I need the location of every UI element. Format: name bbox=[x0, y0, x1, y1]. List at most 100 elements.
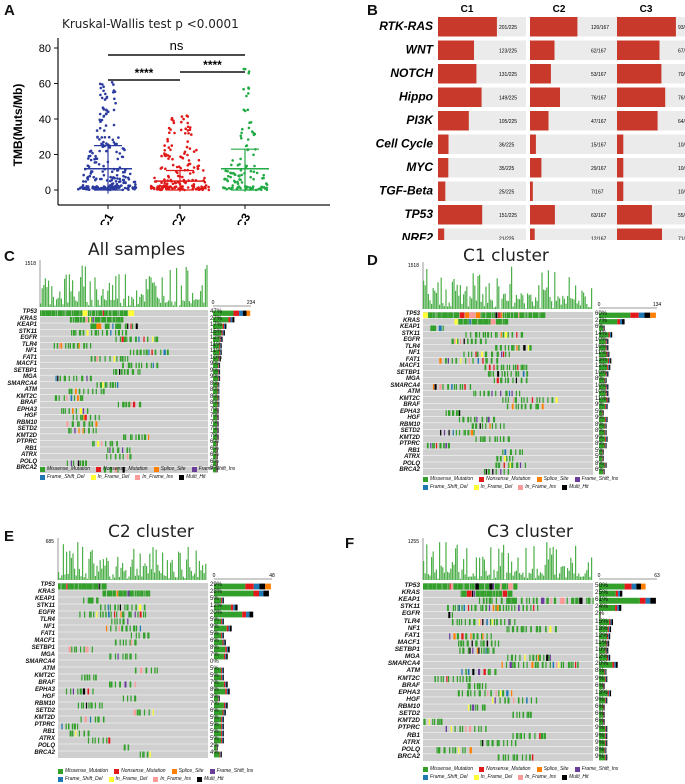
mutation-tile bbox=[127, 454, 128, 460]
data-point bbox=[247, 138, 250, 141]
mutation-tile bbox=[513, 397, 514, 403]
sample-tmb-bar bbox=[439, 542, 440, 580]
sample-tmb-bar bbox=[505, 579, 506, 580]
sample-tmb-bar bbox=[100, 560, 101, 580]
mutation-tile bbox=[118, 604, 119, 610]
data-point bbox=[101, 170, 104, 173]
pathway-label: PI3K bbox=[406, 113, 434, 127]
gene-freq-bar bbox=[606, 755, 607, 761]
sample-tmb-bar bbox=[192, 293, 193, 307]
mutation-tile bbox=[507, 591, 512, 597]
gene-freq-bar bbox=[222, 731, 223, 737]
mutation-tile bbox=[100, 611, 101, 617]
mutation-tile bbox=[548, 655, 549, 661]
mutation-tile bbox=[508, 397, 509, 403]
gene-freq-bar bbox=[224, 654, 225, 660]
data-point bbox=[79, 187, 82, 190]
mutation-tile bbox=[492, 697, 493, 703]
mutation-tile bbox=[502, 690, 504, 696]
mutation-tile bbox=[433, 583, 437, 589]
mutation-tile bbox=[537, 605, 538, 611]
mutation-tile bbox=[482, 358, 483, 364]
gene-freq-bar bbox=[222, 668, 223, 674]
legend-label: Frame_Shift_Del bbox=[430, 484, 468, 490]
mutation-tile bbox=[593, 598, 594, 604]
sample-tmb-bar bbox=[439, 305, 440, 309]
pathway-bar bbox=[530, 17, 577, 37]
data-point bbox=[182, 157, 185, 160]
data-point bbox=[169, 149, 172, 152]
mutation-tile bbox=[489, 605, 490, 611]
sample-tmb-bar bbox=[545, 290, 546, 309]
gene-freq-bar bbox=[260, 584, 266, 590]
gene-freq-bar bbox=[618, 591, 620, 597]
data-point bbox=[112, 139, 115, 142]
mutation-tile bbox=[434, 719, 435, 725]
mutation-tile bbox=[66, 723, 67, 729]
legend-label: Frame_Shift_Ins bbox=[582, 766, 619, 772]
mutation-tile bbox=[73, 330, 75, 336]
mutation-tile bbox=[96, 611, 97, 617]
gene-freq-bar bbox=[605, 423, 606, 428]
mutation-tile bbox=[134, 695, 136, 701]
gene-label: KRAS bbox=[345, 589, 420, 596]
mutation-tile bbox=[514, 605, 515, 611]
mutation-tile bbox=[483, 391, 485, 397]
sample-tmb-bar bbox=[458, 572, 459, 580]
gene-freq-bar bbox=[620, 319, 622, 324]
gene-percent: 5% bbox=[210, 617, 219, 624]
panel-title: C2 cluster bbox=[108, 522, 194, 542]
gene-percent: 12% bbox=[595, 632, 608, 639]
gene-percent: 12% bbox=[595, 653, 608, 660]
gene-percent: 15% bbox=[595, 618, 608, 625]
sample-tmb-bar bbox=[455, 291, 456, 309]
mutation-tile bbox=[532, 655, 534, 661]
mutation-tile bbox=[502, 397, 503, 403]
mutation-tile bbox=[499, 740, 500, 746]
mutation-tile bbox=[71, 395, 73, 401]
data-point bbox=[107, 110, 110, 113]
data-point bbox=[90, 159, 93, 162]
mutation-tile bbox=[92, 310, 95, 316]
data-point bbox=[245, 95, 248, 98]
y-tick-label: 80 bbox=[39, 43, 51, 55]
mutation-tile bbox=[470, 633, 471, 639]
gene-freq-bar bbox=[622, 319, 625, 324]
sample-tmb-bar bbox=[93, 564, 94, 580]
mutation-tile bbox=[550, 655, 551, 661]
mutation-tile bbox=[105, 323, 110, 329]
sample-tmb-bar bbox=[482, 557, 483, 580]
mutation-tile bbox=[88, 688, 90, 694]
sample-tmb-bar bbox=[521, 293, 522, 309]
mutation-tile bbox=[112, 310, 117, 316]
sample-tmb-bar bbox=[181, 286, 182, 307]
mutation-tile bbox=[140, 590, 143, 596]
mutation-tile bbox=[460, 358, 461, 364]
mutation-tile bbox=[45, 310, 51, 316]
mutation-tile bbox=[505, 312, 506, 318]
gene-label: RB1 bbox=[345, 448, 420, 455]
mutation-tile bbox=[131, 611, 132, 617]
gene-label: EPHA3 bbox=[0, 687, 55, 694]
gene-freq-bar bbox=[607, 740, 608, 746]
data-point bbox=[202, 169, 205, 172]
gene-label: POLQ bbox=[345, 746, 420, 753]
mutation-tile bbox=[503, 591, 507, 597]
mutation-tile bbox=[467, 430, 469, 436]
pathway-bar bbox=[617, 64, 661, 84]
data-point bbox=[168, 127, 171, 130]
sample-tmb-bar bbox=[76, 575, 77, 580]
gene-percent: 3% bbox=[210, 694, 219, 701]
mutation-tile bbox=[527, 397, 528, 403]
data-point bbox=[172, 164, 175, 167]
sample-tmb-bar bbox=[554, 575, 555, 580]
mutation-tile bbox=[496, 358, 498, 364]
gene-freq-bar bbox=[224, 330, 225, 335]
sample-tmb-bar bbox=[556, 549, 557, 580]
mutation-tile bbox=[475, 332, 477, 338]
right-axis-min: 0 bbox=[598, 302, 601, 308]
gene-freq-bar bbox=[227, 689, 228, 695]
pathway-bar bbox=[617, 229, 662, 241]
sample-tmb-bar bbox=[423, 281, 424, 309]
legend-label: Nonsense_Mutation bbox=[486, 766, 530, 772]
